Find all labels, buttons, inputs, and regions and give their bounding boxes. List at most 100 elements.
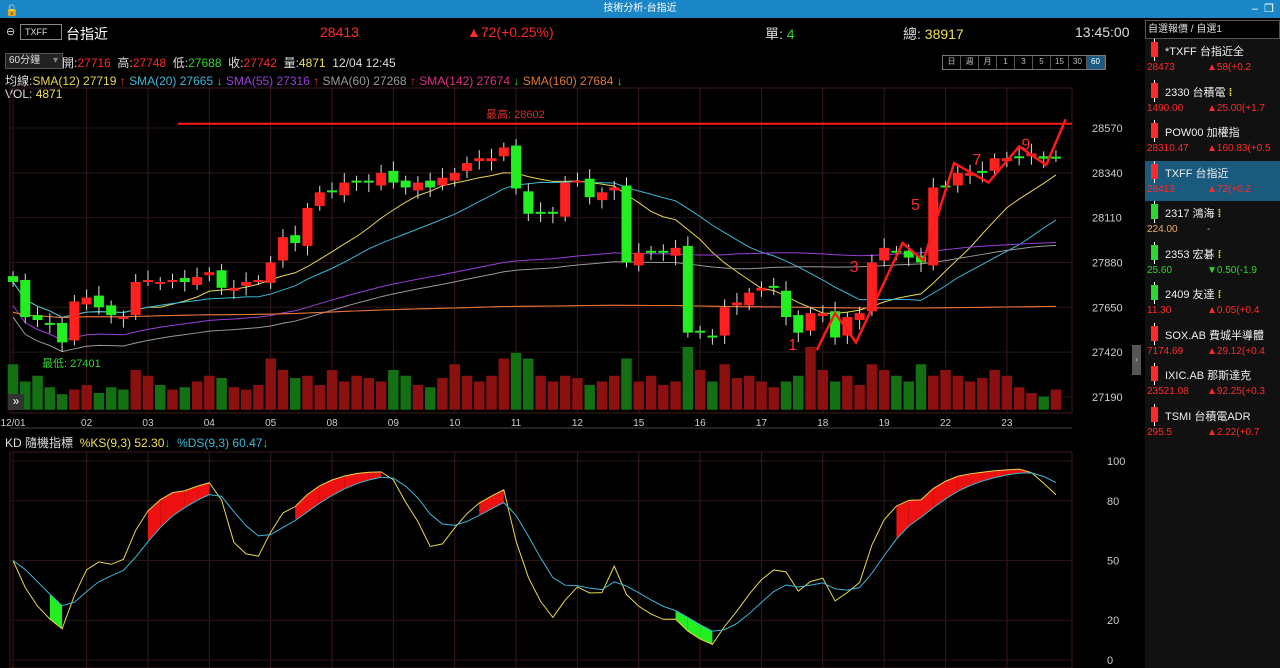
volume-bar [829, 381, 841, 411]
candle-body [1050, 156, 1061, 159]
watchlist-title[interactable]: 自選報價 / 自選1 [1145, 20, 1280, 39]
price-tick-label: 27420 [1092, 347, 1123, 359]
candle-body [866, 262, 877, 312]
volume-bar [154, 384, 166, 411]
volume-bar [939, 369, 952, 411]
candle-body [707, 335, 718, 338]
kd-fill [49, 594, 63, 629]
candle-body [8, 276, 18, 282]
candle-body [155, 281, 166, 284]
timeframe-1[interactable]: 1 [997, 56, 1015, 69]
minimize-button[interactable]: – [1251, 3, 1258, 15]
watchlist-name: SOX.AB 費城半導體 [1165, 329, 1265, 342]
watchlist-price: 224.00 [1147, 224, 1178, 235]
candle-body [461, 163, 472, 171]
volume-bar [301, 375, 314, 411]
add-circle-icon[interactable]: ⊖ [6, 26, 16, 38]
watchlist-item[interactable]: 2353 宏碁 ⁞ 25.60 ▼0.50(-1.9 [1145, 241, 1280, 283]
symbol-input[interactable]: TXFF [20, 24, 62, 40]
candle-body [535, 211, 546, 214]
lock-icon[interactable]: 🔓 [5, 5, 19, 17]
watchlist-item[interactable]: TXFF 台指近 28413 ▲72(+0.2 [1145, 160, 1280, 201]
volume-bar [755, 381, 768, 411]
volume-bar [792, 375, 805, 411]
expand-button[interactable]: » [8, 394, 24, 410]
candle-body [277, 237, 288, 261]
watchlist-item[interactable]: IXIC.AB 那斯達克 23521.08 ▲92.25(+0.3 [1145, 363, 1280, 404]
high-label: 最高: 28602 [486, 107, 545, 121]
timeframe-selector: 日週月 1 3 5 15 30 60 [942, 55, 1106, 70]
volume-bar [7, 363, 19, 411]
watchlist-item[interactable]: SOX.AB 費城半導體 7174.69 ▲29.12(+0.4 [1145, 322, 1280, 364]
candle-body [682, 245, 693, 333]
watchlist-item[interactable]: TSMI 台積電ADR 295.5 ▲2.22(+0.7 [1145, 403, 1280, 445]
candle-body [228, 287, 239, 291]
volume-bar [841, 375, 854, 411]
volume-bar [608, 375, 620, 411]
watchlist-change: ▲58(+0.2 [1207, 62, 1252, 73]
volume-bar [105, 386, 117, 411]
timeframe-週[interactable]: 週 [961, 56, 979, 69]
candle-body [216, 270, 227, 288]
watchlist-change: ▲29.12(+0.4 [1207, 345, 1265, 357]
candle-body [695, 330, 706, 333]
date-tick-label: 11 [511, 418, 522, 429]
price-tick-label: 27880 [1092, 257, 1123, 269]
timeframe-5[interactable]: 5 [1033, 56, 1051, 69]
watchlist-panel: 自選報價 / 自選1 *TXFF 台指近全 28473 ▲58(+0.2 2330 台… [1145, 20, 1280, 668]
alert-flag-icon: ⁞ [1217, 208, 1222, 220]
wave-annotation-line [815, 118, 1067, 351]
volume-bar [326, 369, 338, 411]
watchlist-price: 11.30 [1147, 305, 1172, 316]
ohlc-readout: 開:27716 高:27748 低:27688 收:27742 量:4871 1… [62, 56, 396, 70]
candle-body [989, 158, 1000, 171]
volume-bar [1050, 389, 1062, 411]
watchlist-item[interactable]: 2330 台積電 ⁞ 1490.00 ▲25.00(+1.7 [1145, 79, 1280, 121]
timeframe-日[interactable]: 日 [943, 56, 961, 69]
kd-fill [675, 610, 688, 632]
candle-body [192, 277, 203, 285]
timeframe-60[interactable]: 60 [1087, 56, 1105, 69]
restore-button[interactable]: ❐ [1264, 3, 1274, 15]
watchlist-item[interactable]: 2409 友達 ⁞ 11.30 ▲0.05(+0.4 [1145, 282, 1280, 323]
price-chart[interactable]: 12/01 02 03 04 05 08 09 10 11 12 15 16 17 18 19 22 23285… [0, 0, 1142, 668]
watchlist-item[interactable]: 2317 鴻海 ⁞ 224.00 - [1145, 201, 1280, 242]
volume-bar [191, 381, 203, 411]
panel-toggle[interactable]: › [1132, 345, 1141, 375]
candle-body [646, 250, 657, 253]
date-tick-label: 17 [756, 418, 768, 429]
watchlist-change: ▲92.25(+0.3 [1207, 386, 1265, 397]
watchlist-item[interactable]: POW00 加權指 28310.47 ▲160.83(+0.5 [1145, 120, 1280, 161]
candle-body [57, 322, 68, 343]
watchlist-price: 25.60 [1147, 264, 1173, 276]
volume-bar [473, 381, 486, 411]
low-label: 最低: 27401 [42, 357, 101, 370]
timeframe-30[interactable]: 30 [1069, 56, 1087, 69]
date-tick-label: 05 [265, 418, 277, 429]
timeframe-月[interactable]: 月 [979, 56, 997, 69]
volume-bar [350, 375, 363, 411]
volume-bar [694, 369, 706, 411]
ma-legend-item: SMA(55) 27316 ↑ [225, 74, 320, 88]
volume-bar [166, 389, 179, 411]
candle-body [1038, 156, 1049, 159]
watchlist-item[interactable]: *TXFF 台指近全 28473 ▲58(+0.2 [1145, 39, 1280, 80]
volume-bar [277, 369, 289, 411]
title-bar: 🔓 技術分析-台指近 – ❐ [0, 0, 1280, 18]
candle-body [744, 292, 755, 306]
watchlist-price: 28473 [1147, 62, 1175, 73]
single-label: 單: [765, 26, 783, 42]
ma-legend-item: SMA(160) 27684 ↓ [522, 74, 623, 88]
volume-bar [718, 363, 731, 411]
volume-bar [657, 384, 670, 411]
vol-legend: VOL: 4871 [5, 87, 63, 101]
period-select[interactable]: 60分鐘 ▾ [5, 53, 63, 69]
timeframe-15[interactable]: 15 [1051, 56, 1069, 69]
candle-body [731, 302, 742, 306]
candle-body [363, 180, 374, 183]
alert-flag-icon: ⁞ [1217, 289, 1222, 301]
volume-bar [866, 363, 878, 411]
volume-bar [252, 384, 265, 411]
volume-bar [682, 346, 694, 411]
timeframe-3[interactable]: 3 [1015, 56, 1033, 69]
